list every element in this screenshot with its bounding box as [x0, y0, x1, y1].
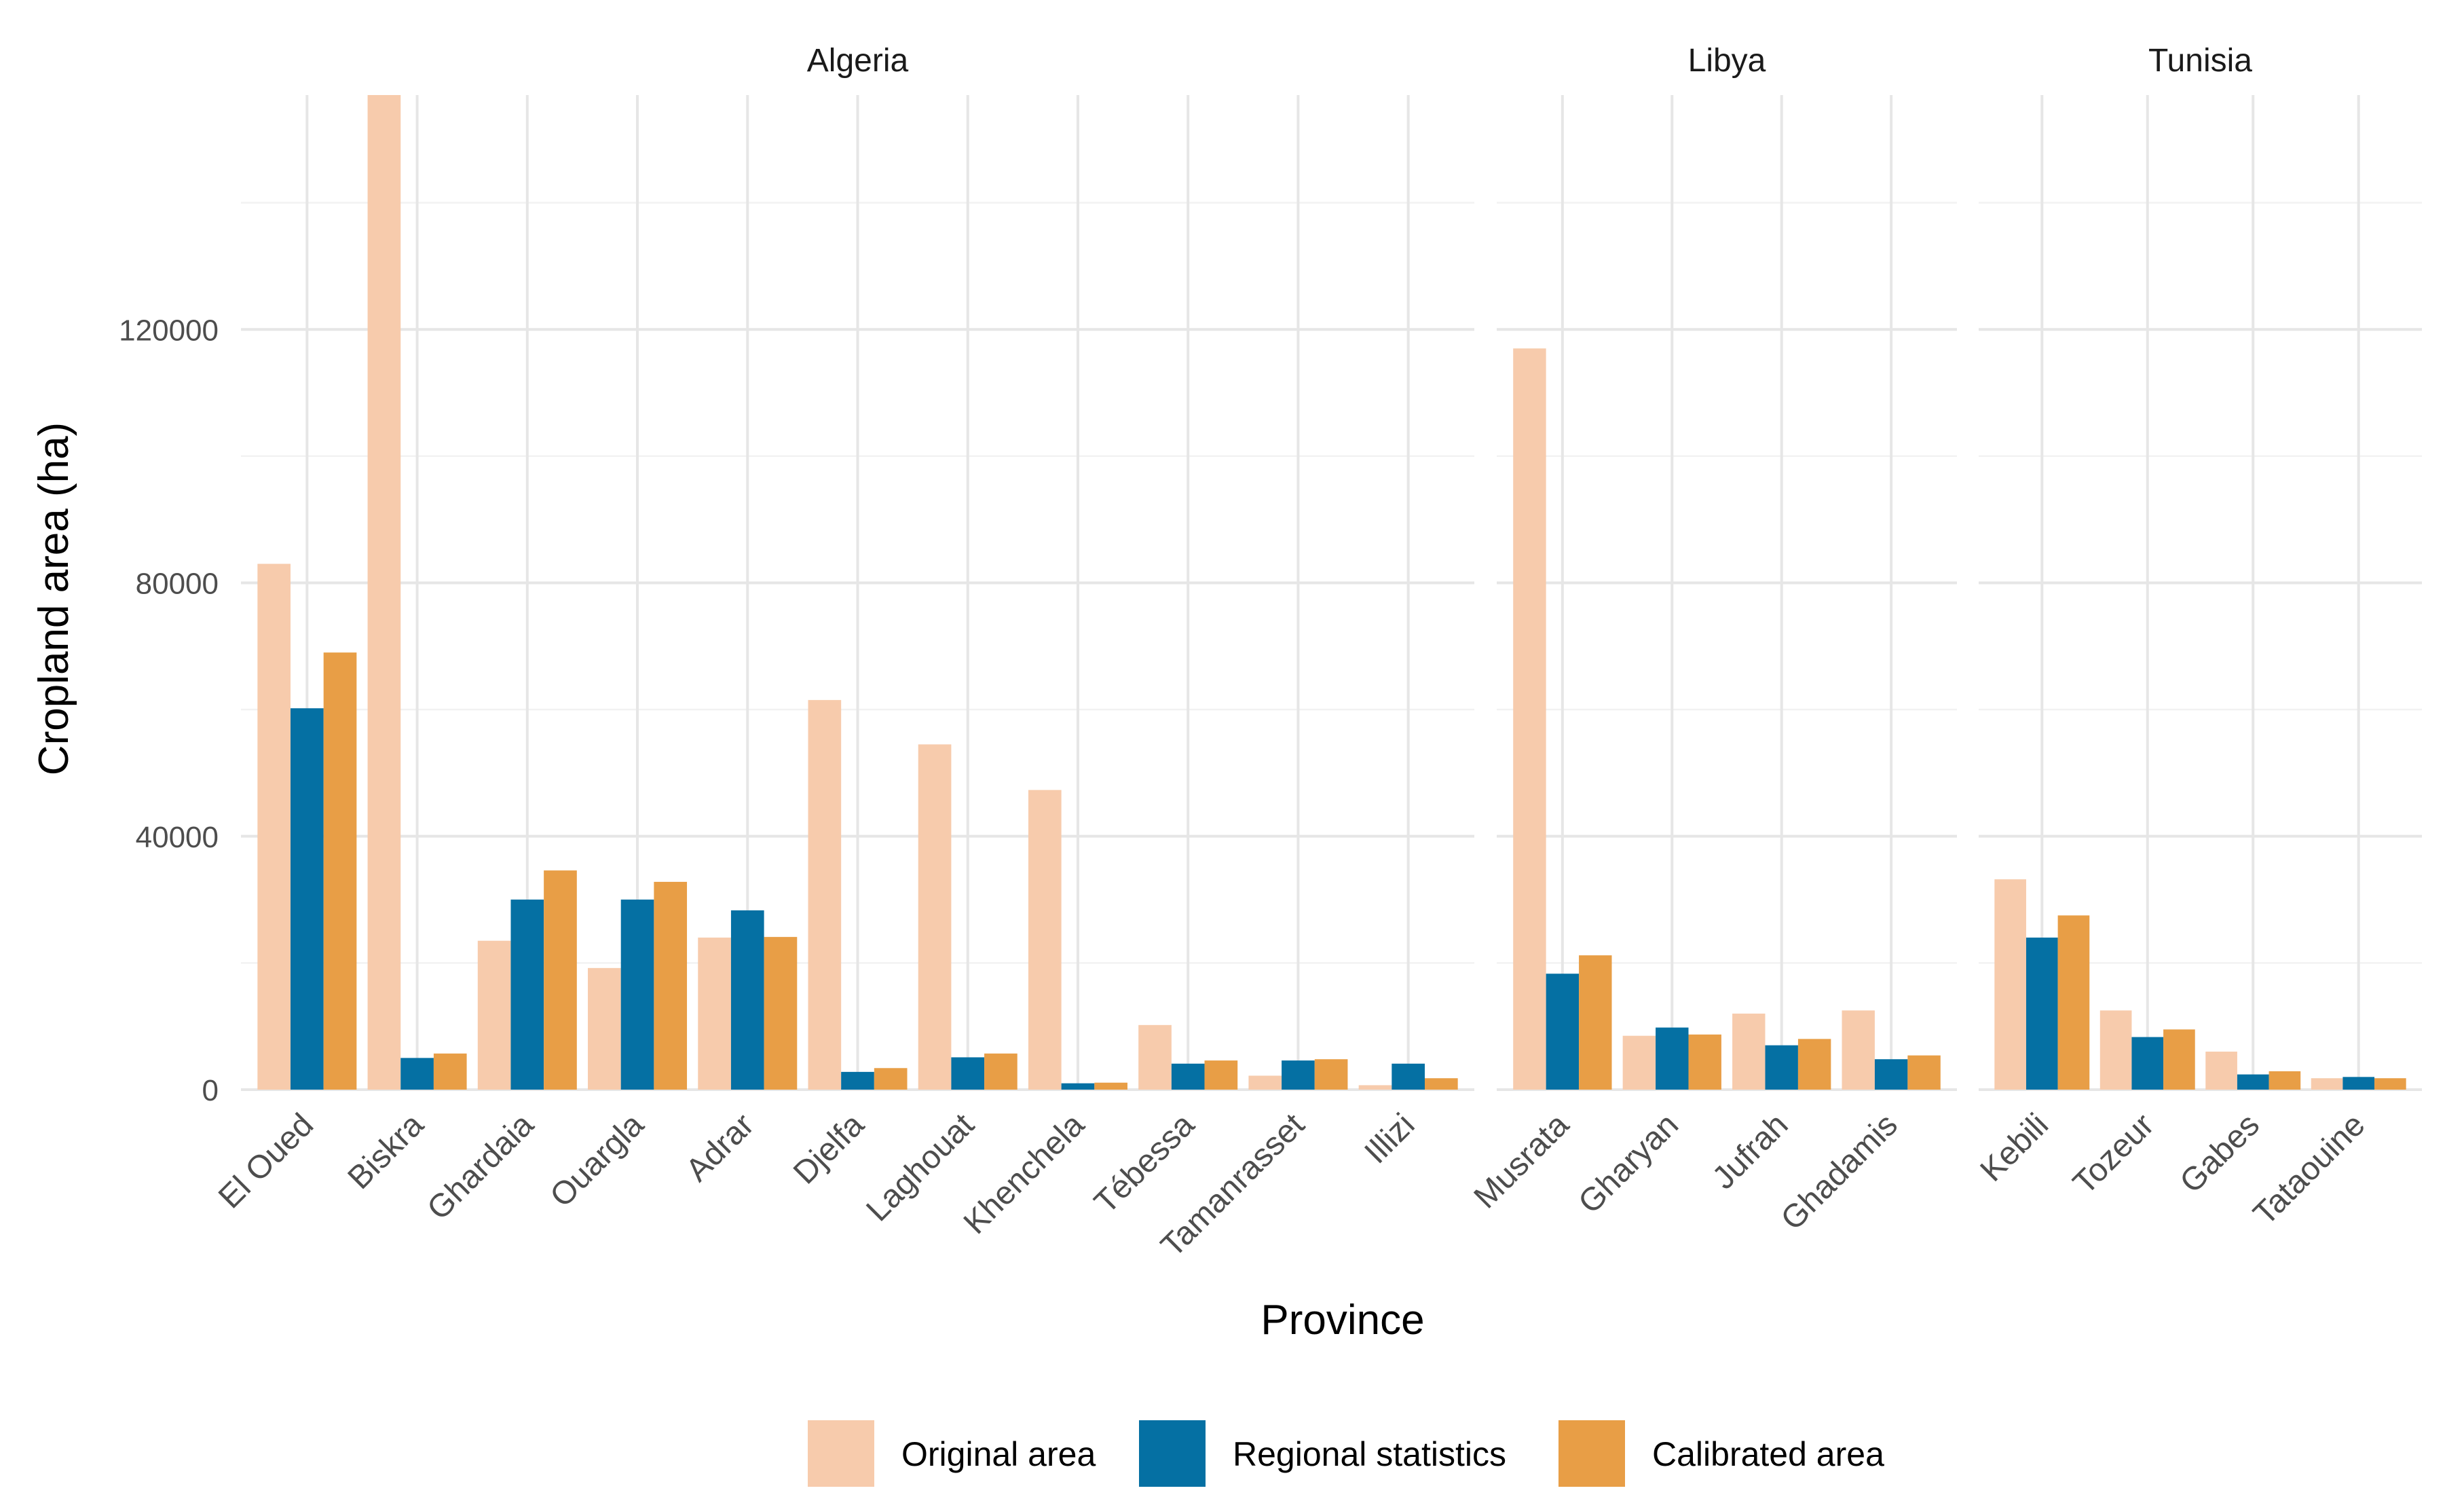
bar-gharyan-original-area [1622, 1035, 1656, 1090]
bar-djelfa-original-area [808, 700, 842, 1090]
bar-khenchela-original-area [1028, 790, 1062, 1090]
bar-el-oued-regional-statistics [291, 708, 324, 1090]
bar-adrar-calibrated-area [764, 937, 798, 1090]
bar-illizi-regional-statistics [1392, 1063, 1425, 1090]
bar-ouargla-calibrated-area [654, 881, 688, 1090]
bar-gabes-calibrated-area [2269, 1071, 2301, 1090]
legend-label-original-area: Original area [901, 1435, 1096, 1473]
bar-laghouat-calibrated-area [984, 1053, 1018, 1090]
bar-gabes-original-area [2205, 1052, 2237, 1090]
facet-label-algeria: Algeria [807, 43, 909, 79]
bar-ouargla-original-area [588, 967, 621, 1090]
bar-biskra-regional-statistics [400, 1058, 434, 1090]
bar-kebili-regional-statistics [2026, 938, 2058, 1090]
y-tick-label-120000: 120000 [119, 314, 219, 347]
y-axis-title: Cropland area (ha) [31, 422, 77, 775]
bar-ouargla-regional-statistics [620, 900, 654, 1090]
bar-gharyan-regional-statistics [1656, 1027, 1689, 1090]
facet-strips: Algeria Libya Tunisia [807, 43, 2252, 79]
x-axis-title: Province [1261, 1297, 1424, 1344]
legend-label-regional-statistics: Regional statistics [1233, 1435, 1506, 1473]
facet-label-tunisia: Tunisia [2148, 43, 2252, 79]
bar-tozeur-regional-statistics [2131, 1037, 2164, 1090]
bar-djelfa-calibrated-area [874, 1068, 908, 1090]
y-tick-label-80000: 80000 [136, 568, 219, 601]
bar-khenchela-regional-statistics [1061, 1083, 1095, 1090]
bar-jufrah-calibrated-area [1797, 1039, 1831, 1090]
bar-musrata-original-area [1513, 348, 1546, 1090]
bar-gabes-regional-statistics [2237, 1074, 2269, 1090]
bar-musrata-calibrated-area [1579, 955, 1612, 1090]
bar-tataouine-regional-statistics [2342, 1077, 2375, 1090]
bar-tebessa-original-area [1138, 1024, 1172, 1090]
bar-tebessa-regional-statistics [1171, 1063, 1205, 1090]
bar-tataouine-calibrated-area [2374, 1078, 2406, 1090]
bar-tozeur-original-area [2099, 1010, 2132, 1090]
facet-label-libya: Libya [1688, 43, 1766, 79]
legend-swatch-original-area [808, 1420, 874, 1487]
bar-tamanrasset-regional-statistics [1282, 1060, 1315, 1090]
bar-ghardaia-regional-statistics [510, 900, 544, 1090]
bar-tamanrasset-original-area [1248, 1075, 1282, 1090]
bar-gharyan-calibrated-area [1688, 1034, 1721, 1090]
bar-ghadamis-original-area [1842, 1010, 1875, 1090]
y-tick-label-40000: 40000 [136, 821, 219, 854]
legend-label-calibrated-area: Calibrated area [1652, 1435, 1884, 1473]
bar-jufrah-regional-statistics [1765, 1045, 1798, 1090]
bar-jufrah-original-area [1732, 1014, 1766, 1090]
legend-swatch-calibrated-area [1558, 1420, 1625, 1487]
bar-tozeur-calibrated-area [2163, 1029, 2195, 1090]
bar-el-oued-calibrated-area [323, 652, 357, 1090]
bars [257, 95, 2406, 1090]
bar-ghardaia-calibrated-area [544, 870, 577, 1090]
bar-laghouat-original-area [918, 744, 952, 1090]
bar-ghadamis-calibrated-area [1907, 1055, 1941, 1090]
bar-laghouat-regional-statistics [951, 1057, 985, 1090]
bar-tataouine-original-area [2311, 1078, 2343, 1090]
legend-swatch-regional-statistics [1139, 1420, 1206, 1487]
bar-djelfa-regional-statistics [841, 1071, 874, 1090]
bar-ghadamis-regional-statistics [1874, 1059, 1908, 1090]
y-tick-label-0: 0 [202, 1074, 219, 1107]
bar-ghardaia-original-area [477, 940, 511, 1090]
bar-illizi-original-area [1358, 1085, 1392, 1090]
bar-biskra-original-area [367, 95, 401, 1090]
bar-adrar-original-area [698, 938, 731, 1090]
bar-illizi-calibrated-area [1424, 1078, 1458, 1090]
bar-kebili-original-area [1994, 879, 2026, 1090]
y-axis-ticks: 0 40000 80000 120000 [119, 314, 219, 1107]
bar-musrata-regional-statistics [1546, 974, 1580, 1090]
bar-adrar-regional-statistics [730, 910, 764, 1090]
bar-biskra-calibrated-area [433, 1053, 467, 1090]
bar-kebili-calibrated-area [2057, 915, 2090, 1090]
legend: Original area Regional statistics Calibr… [808, 1420, 1884, 1487]
bar-tamanrasset-calibrated-area [1314, 1059, 1348, 1090]
bar-el-oued-original-area [257, 563, 291, 1090]
bar-tebessa-calibrated-area [1204, 1060, 1238, 1090]
bar-khenchela-calibrated-area [1094, 1082, 1127, 1090]
